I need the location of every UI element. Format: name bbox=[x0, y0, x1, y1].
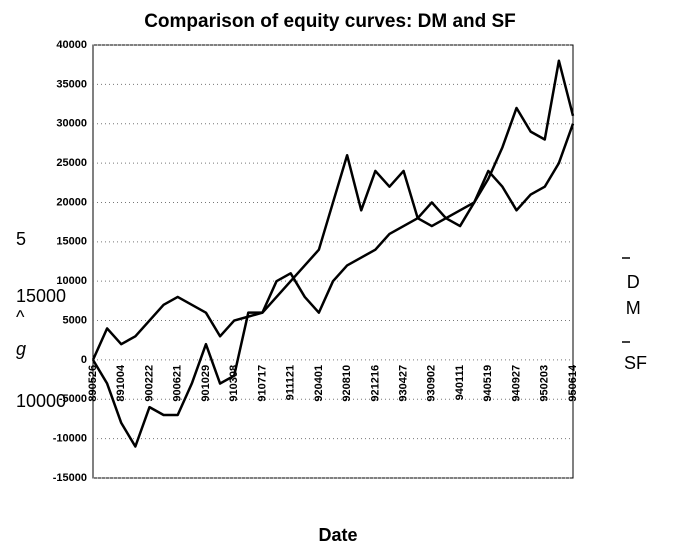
y-tick-label: 30000 bbox=[56, 118, 87, 130]
y-tick-label: -5000 bbox=[59, 393, 87, 405]
legend-label: DM bbox=[623, 272, 643, 324]
equity-line bbox=[91, 123, 575, 448]
x-tick-label: 911121 bbox=[285, 365, 297, 401]
x-tick-label: 930902 bbox=[426, 365, 438, 402]
equity-line bbox=[91, 59, 575, 361]
x-tick-label: 940111 bbox=[454, 365, 466, 401]
y-tick-label: -15000 bbox=[53, 472, 87, 484]
y-tick-label: 20000 bbox=[56, 196, 87, 208]
y-tick-label: -10000 bbox=[53, 433, 87, 445]
x-tick-label: 920810 bbox=[341, 365, 353, 402]
x-tick-label: 950203 bbox=[539, 365, 551, 402]
x-tick-label: 910717 bbox=[256, 365, 268, 402]
y-tick-label: 0 bbox=[81, 354, 87, 366]
x-tick-label: 901029 bbox=[200, 365, 212, 402]
y-axis-label-fragment: 10000 bbox=[16, 391, 66, 411]
x-tick-label: 940927 bbox=[510, 365, 522, 402]
x-tick-label: 930427 bbox=[397, 365, 409, 402]
x-tick-label: 940519 bbox=[482, 365, 494, 402]
x-tick-label: 891004 bbox=[115, 364, 127, 402]
x-tick-label: 890526 bbox=[87, 365, 99, 402]
x-tick-label: 910308 bbox=[228, 365, 240, 402]
x-tick-label: 950614 bbox=[567, 364, 579, 402]
y-tick-label: 5000 bbox=[63, 314, 87, 326]
x-tick-label: 920401 bbox=[313, 365, 325, 402]
plot-frame bbox=[92, 44, 574, 479]
y-tick-label: 15000 bbox=[56, 236, 87, 248]
legend-label: SF bbox=[624, 353, 647, 373]
y-axis-label-fragment: 5 bbox=[16, 229, 26, 249]
y-tick-label: 10000 bbox=[56, 275, 87, 287]
chart-title: Comparison of equity curves: DM and SF bbox=[144, 11, 516, 32]
y-tick-label: 40000 bbox=[56, 39, 87, 51]
y-axis-label-fragment: 15000 bbox=[16, 286, 66, 306]
x-tick-label: 900621 bbox=[172, 365, 184, 402]
x-tick-label: 921216 bbox=[369, 365, 381, 402]
y-tick-label: 35000 bbox=[56, 78, 87, 90]
y-axis-label-fragment: g bbox=[16, 339, 26, 359]
y-axis-label-fragment: ^ bbox=[16, 307, 25, 327]
x-tick-label: 900222 bbox=[143, 365, 155, 402]
x-axis-label: Date bbox=[318, 525, 357, 545]
y-tick-label: 25000 bbox=[56, 157, 87, 169]
